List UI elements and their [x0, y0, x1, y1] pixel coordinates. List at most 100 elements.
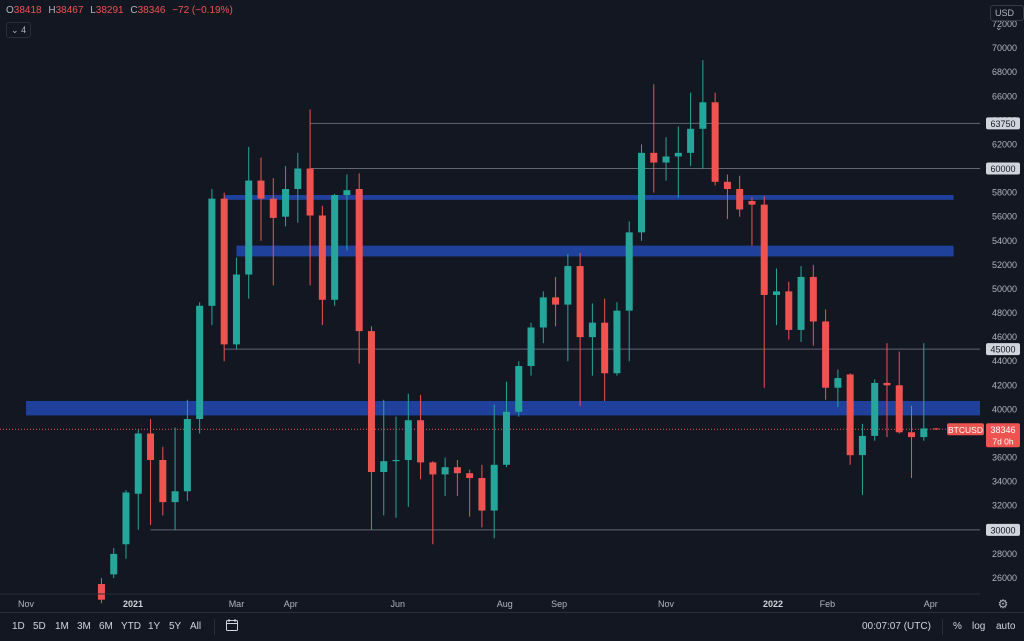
calendar-range-icon[interactable] — [225, 618, 239, 635]
y-tick-label: 46000 — [992, 332, 1017, 342]
range-6m-button[interactable]: 6M — [99, 621, 113, 632]
currency-button[interactable]: USD ⌄ — [990, 5, 1024, 32]
percent-scale-button[interactable]: % — [953, 621, 962, 632]
candle — [318, 205, 326, 326]
y-tick-label: 70000 — [992, 43, 1017, 53]
candle-body — [183, 419, 191, 492]
y-tick-label: 56000 — [992, 212, 1017, 222]
candle-body — [147, 433, 155, 460]
candle — [502, 381, 510, 468]
candle — [220, 192, 228, 362]
candle — [355, 173, 363, 364]
candle — [613, 302, 621, 376]
y-tick-label: 52000 — [992, 260, 1017, 270]
level-tag — [986, 117, 1020, 130]
x-tick-label: Jun — [391, 599, 406, 609]
symbol-tag-label: BTCUSD — [948, 425, 983, 435]
candle — [159, 446, 167, 516]
candle — [932, 427, 940, 430]
candle — [515, 361, 523, 417]
candle — [760, 196, 768, 388]
candle-body — [785, 291, 793, 330]
candle-body — [367, 331, 375, 473]
x-tick-label: Nov — [658, 599, 675, 609]
currency-label: USD — [995, 8, 1015, 18]
open-key: O — [6, 5, 14, 16]
indicators-count: 4 — [21, 25, 27, 35]
candle — [662, 137, 670, 181]
candle-body — [306, 168, 314, 216]
range-1d-button[interactable]: 1D — [12, 621, 25, 632]
candle-body — [392, 459, 400, 462]
candle — [650, 84, 658, 193]
candle — [846, 373, 854, 465]
candle-body — [269, 198, 277, 218]
gear-icon[interactable]: ⚙ — [998, 597, 1009, 611]
range-1y-button[interactable]: 1Y — [148, 621, 161, 632]
candle — [625, 221, 633, 362]
candle-body — [453, 467, 461, 474]
candle — [245, 146, 253, 299]
auto-scale-button[interactable]: auto — [996, 621, 1016, 632]
candle — [711, 92, 719, 186]
toolbar-divider — [214, 619, 215, 635]
candle-body — [122, 492, 130, 545]
candle-body — [588, 322, 596, 338]
candle — [687, 92, 695, 167]
candle — [601, 298, 609, 401]
y-tick-label: 48000 — [992, 308, 1017, 318]
candle — [232, 257, 240, 350]
candle-body — [932, 428, 940, 430]
candle — [97, 578, 105, 604]
range-5d-button[interactable]: 5D — [33, 621, 46, 632]
candle — [134, 429, 142, 530]
candle-body — [687, 128, 695, 153]
candle-body — [834, 378, 842, 388]
range-all-button[interactable]: All — [190, 621, 202, 632]
candle-body — [245, 180, 253, 275]
range-5y-button[interactable]: 5Y — [169, 621, 182, 632]
low-value: 38291 — [95, 5, 124, 16]
candle-body — [282, 188, 290, 217]
x-tick-label: Aug — [497, 599, 513, 609]
y-tick-label: 40000 — [992, 404, 1017, 414]
candle — [539, 291, 547, 344]
support-resistance-zone — [236, 245, 954, 257]
chevron-down-icon: ⌄ — [11, 25, 19, 35]
candle-body — [552, 297, 560, 305]
candle-body — [232, 274, 240, 345]
candle — [183, 399, 191, 501]
candle-body — [355, 188, 363, 332]
range-3m-button[interactable]: 3M — [77, 621, 91, 632]
candle-body — [515, 366, 523, 412]
range-ytd-button[interactable]: YTD — [121, 621, 141, 632]
candle-body — [134, 433, 142, 494]
range-1m-button[interactable]: 1M — [55, 621, 69, 632]
candle — [920, 343, 928, 441]
candle — [871, 379, 879, 441]
candle — [895, 351, 903, 434]
candle-body — [895, 385, 903, 433]
candle — [282, 166, 290, 227]
candle — [331, 193, 339, 306]
candle — [343, 174, 351, 251]
candle — [380, 399, 388, 516]
candle — [417, 394, 425, 480]
x-tick-label: 2022 — [763, 599, 783, 609]
close-key: C — [130, 5, 138, 16]
candle-body — [478, 478, 486, 511]
candle-body — [711, 102, 719, 182]
x-tick-label: Mar — [229, 599, 245, 609]
y-tick-label: 62000 — [992, 139, 1017, 149]
candle-body — [871, 382, 879, 436]
candle — [564, 254, 572, 362]
log-scale-button[interactable]: log — [972, 621, 986, 632]
candle-body — [257, 180, 265, 199]
utc-clock[interactable]: 00:07:07 (UTC) — [862, 621, 931, 632]
candle — [576, 252, 584, 406]
candle-body — [97, 584, 105, 600]
level-tag — [986, 162, 1020, 175]
candle-body — [220, 198, 228, 345]
indicators-toggle-button[interactable]: ⌄ 4 — [6, 22, 32, 38]
